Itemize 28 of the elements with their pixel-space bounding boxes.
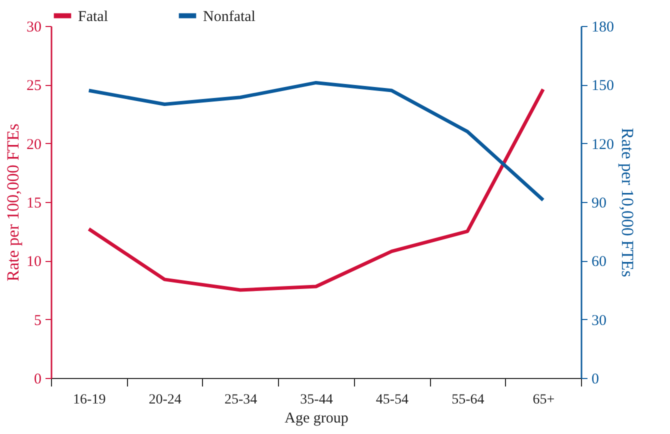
y2-tick-label: 60 (592, 254, 606, 270)
legend-label: Fatal (78, 8, 108, 25)
y2-tick-label: 0 (592, 372, 599, 388)
x-tick-label: 45-54 (376, 392, 409, 408)
y-tick-label: 5 (34, 312, 42, 329)
y2-axis-title: Rate per 10,000 FTEs (618, 128, 637, 278)
y-tick-label: 0 (34, 372, 42, 388)
y-tick-label: 15 (26, 196, 42, 212)
legend-label: Nonfatal (203, 8, 256, 25)
y2-tick-label: 150 (592, 78, 614, 94)
x-tick-label: 25-34 (224, 392, 258, 408)
x-tick-label: 55-64 (452, 392, 484, 408)
x-axis-title: Age group (284, 410, 348, 426)
y-tick-label: 20 (26, 136, 42, 153)
y2-tick-label: 180 (592, 20, 614, 36)
y-tick-label: 30 (26, 20, 42, 36)
x-tick-label: 16-19 (73, 392, 106, 408)
x-tick-label: 65+ (532, 392, 555, 408)
y2-tick-label: 120 (592, 136, 614, 153)
y-tick-label: 25 (26, 78, 42, 94)
x-tick-label: 35-44 (300, 392, 333, 408)
y2-tick-label: 30 (592, 312, 606, 329)
x-tick-label: 20-24 (148, 392, 182, 408)
y-axis-title: Rate per 100,000 FTEs (4, 124, 22, 282)
line-series (87, 88, 545, 292)
line-series (87, 80, 545, 202)
y2-tick-label: 90 (592, 196, 606, 212)
y-tick-label: 10 (26, 254, 42, 270)
